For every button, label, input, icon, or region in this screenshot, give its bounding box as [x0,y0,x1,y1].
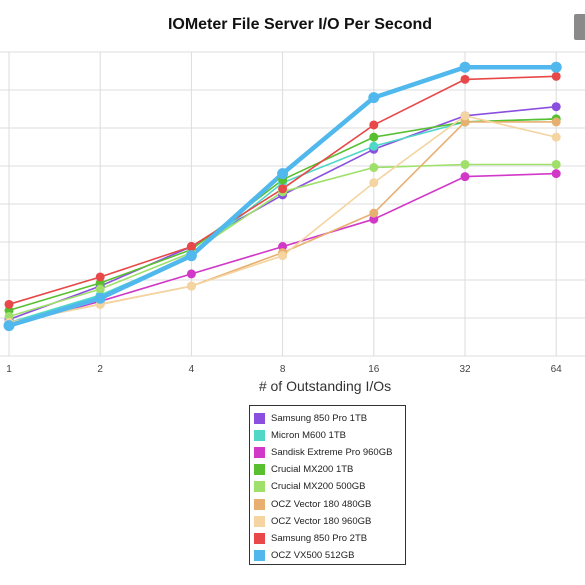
legend-swatch [254,464,265,476]
x-tick-label: 32 [459,364,471,375]
x-tick-labels: 1 2 4 8 16 32 64 [6,364,562,375]
legend-item: Crucial MX200 1TB [254,461,405,478]
legend-item: OCZ Vector 180 960GB [254,513,405,530]
legend-swatch [254,515,265,527]
legend-item: Sandisk Extreme Pro 960GB [254,444,405,461]
legend-label: Sandisk Extreme Pro 960GB [271,447,393,459]
chart-title: IOMeter File Server I/O Per Second [167,16,433,33]
data-point [551,169,561,179]
legend-item: Samsung 850 Pro 1TB [254,410,405,427]
data-point [369,120,379,130]
legend-swatch [254,532,265,544]
data-point [278,184,288,194]
x-tick-label: 4 [189,364,195,375]
legend-label: OCZ Vector 180 480GB [271,498,372,510]
data-point [369,163,379,173]
x-tick-label: 16 [368,364,380,375]
x-tick-label: 1 [6,364,12,375]
legend-label: Samsung 850 Pro 2TB [271,532,368,544]
logo-icon [574,14,585,40]
data-point [4,299,14,309]
data-point [94,292,106,304]
data-point [186,281,196,291]
legend-item: Samsung 850 Pro 2TB [254,530,405,547]
legend-label: Samsung 850 Pro 1TB [271,413,368,425]
legend-item: OCZ VX500 512GB [254,547,405,564]
data-point [368,92,380,104]
data-point [460,111,470,121]
data-point [551,71,561,81]
legend-swatch [254,498,265,510]
x-tick-label: 64 [551,364,563,375]
data-point [551,117,561,127]
series-points [3,61,562,332]
data-point [550,61,562,73]
data-point [186,242,196,252]
grid [0,51,585,357]
data-point [369,178,379,188]
legend-swatch [254,413,265,425]
data-point [369,208,379,218]
legend-item: OCZ Vector 180 480GB [254,495,405,512]
legend-label: Crucial MX200 500GB [271,481,366,493]
x-tick-label: 8 [280,364,286,375]
x-tick-label: 2 [97,364,103,375]
legend-swatch [254,430,265,442]
data-point [186,269,196,279]
data-point [95,272,105,282]
data-point [95,284,105,294]
legend-swatch [254,447,265,459]
legend-label: Micron M600 1TB [271,430,346,442]
x-axis-label: # of Outstanding I/Os [258,378,392,394]
data-point [369,141,379,151]
data-point [3,320,15,332]
data-point [459,61,471,73]
data-point [278,251,288,261]
data-point [460,74,470,84]
legend-label: Crucial MX200 1TB [271,464,354,476]
data-point [185,250,197,262]
data-point [551,102,561,112]
data-point [460,159,470,169]
legend-label: OCZ VX500 512GB [271,549,355,561]
data-point [551,132,561,142]
legend-item: Crucial MX200 500GB [254,478,405,495]
legend-item: Micron M600 1TB [254,427,405,444]
data-point [460,172,470,182]
data-point [551,159,561,169]
legend-swatch [254,481,265,493]
data-point [277,168,289,180]
legend: Samsung 850 Pro 1TB Micron M600 1TB Sandis… [249,405,406,565]
data-point [369,132,379,142]
legend-swatch [254,549,265,561]
legend-label: OCZ Vector 180 960GB [271,515,372,527]
